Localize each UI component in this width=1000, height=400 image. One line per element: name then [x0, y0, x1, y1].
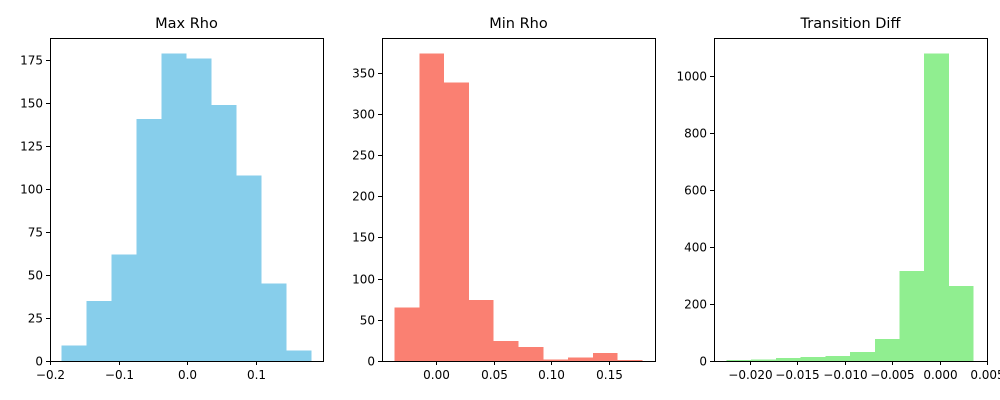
min-rho-bars	[394, 53, 643, 362]
max-rho-x-tick-label: −0.1	[105, 368, 134, 382]
transition-diff-x-tick-label: −0.005	[870, 368, 914, 382]
max-rho-bar	[111, 254, 137, 361]
max-rho-x-tick-label: 0.1	[247, 368, 266, 382]
min-rho-bar	[592, 352, 618, 361]
min-rho-bar	[468, 300, 494, 361]
transition-diff-panel: Transition Diff −0.020 −0.015 −0.010 −0.005 0…	[676, 16, 1000, 382]
transition-diff-y-tick-label: 200	[684, 298, 707, 312]
max-rho-y-tick-label: 125	[20, 140, 43, 154]
max-rho-bar	[86, 300, 112, 361]
transition-diff-y-tick-label: 0	[699, 355, 707, 369]
transition-diff-bar	[751, 359, 776, 361]
max-rho-bar	[261, 283, 287, 361]
max-rho-bar	[161, 53, 187, 361]
transition-diff-bar	[874, 338, 900, 361]
min-rho-y-tick-label: 300	[352, 108, 375, 122]
transition-diff-bars	[726, 53, 974, 361]
max-rho-bar	[211, 105, 237, 362]
max-rho-y-tick-label: 50	[28, 269, 43, 283]
max-rho-y-tick-label: 150	[20, 97, 43, 111]
min-rho-panel: Min Rho 0.00 0.05 0.10 0.15 0 50 100 150 200 250 30…	[352, 16, 656, 382]
max-rho-y-tick-label: 175	[20, 54, 43, 68]
max-rho-y-tick-label: 25	[28, 312, 43, 326]
min-rho-y-tick-label: 350	[352, 67, 375, 81]
min-rho-y-tick-label: 0	[367, 355, 375, 369]
max-rho-panel: Max Rho −0.2 −0.1 0.0 0.1 0 25 50 75 100 125 150 175	[20, 16, 324, 382]
max-rho-bar	[61, 345, 87, 361]
max-rho-y-tick-label: 0	[35, 355, 43, 369]
transition-diff-title: Transition Diff	[800, 16, 902, 32]
transition-diff-bar	[948, 286, 974, 361]
min-rho-bar	[419, 53, 445, 362]
max-rho-y-tick-label: 100	[20, 183, 43, 197]
min-rho-x-tick-label: 0.10	[538, 368, 565, 382]
min-rho-y-tick-label: 200	[352, 190, 375, 204]
transition-diff-y-tick-label: 1000	[676, 70, 707, 84]
max-rho-x-tick-label: −0.2	[36, 368, 65, 382]
min-rho-axes-frame	[382, 38, 656, 362]
transition-diff-y-tick-label: 600	[684, 184, 707, 198]
transition-diff-x-tick-label: 0.000	[923, 368, 957, 382]
max-rho-title: Max Rho	[155, 16, 218, 32]
min-rho-bar	[444, 82, 469, 361]
transition-diff-bar	[726, 360, 752, 361]
min-rho-y-tick-label: 250	[352, 149, 375, 163]
transition-diff-x-tick-label: −0.010	[823, 368, 867, 382]
min-rho-y-tick-label: 100	[352, 273, 375, 287]
max-rho-bar	[186, 58, 212, 362]
transition-diff-bar	[800, 357, 826, 361]
min-rho-bar	[518, 346, 544, 361]
min-rho-title: Min Rho	[489, 16, 548, 32]
max-rho-bars	[61, 53, 312, 362]
transition-diff-bar	[924, 53, 949, 361]
transition-diff-bar	[825, 356, 851, 361]
max-rho-x-tick-label: 0.0	[178, 368, 197, 382]
transition-diff-y-tick-label: 400	[684, 241, 707, 255]
transition-diff-axes-frame	[714, 38, 988, 362]
min-rho-x-tick-label: 0.05	[481, 368, 508, 382]
histogram-panels: Max Rho−0.2 −0.1 0.0 0.10255075100125150175…	[20, 16, 1000, 382]
min-rho-x-tick-label: 0.15	[596, 368, 623, 382]
transition-diff-y-tick-label: 800	[684, 127, 707, 141]
transition-diff-bar	[850, 351, 875, 361]
transition-diff-x-tick-label: −0.020	[728, 368, 772, 382]
transition-diff-x-tick-label: −0.015	[775, 368, 819, 382]
min-rho-bar	[617, 360, 643, 361]
min-rho-y-tick-label: 50	[360, 314, 375, 328]
transition-diff-bar	[775, 358, 801, 361]
min-rho-bar	[493, 341, 519, 361]
max-rho-bar	[136, 118, 162, 361]
min-rho-x-tick-label: 0.00	[423, 368, 450, 382]
max-rho-bar	[286, 350, 312, 361]
min-rho-bar	[394, 307, 420, 361]
transition-diff-bar	[899, 270, 925, 361]
transition-diff-x-tick-label: 0.005	[970, 368, 1000, 382]
max-rho-bar	[236, 175, 262, 361]
min-rho-y-tick-label: 150	[352, 231, 375, 245]
min-rho-bar	[543, 359, 569, 361]
min-rho-bar	[568, 357, 593, 361]
max-rho-y-tick-label: 75	[28, 226, 43, 240]
